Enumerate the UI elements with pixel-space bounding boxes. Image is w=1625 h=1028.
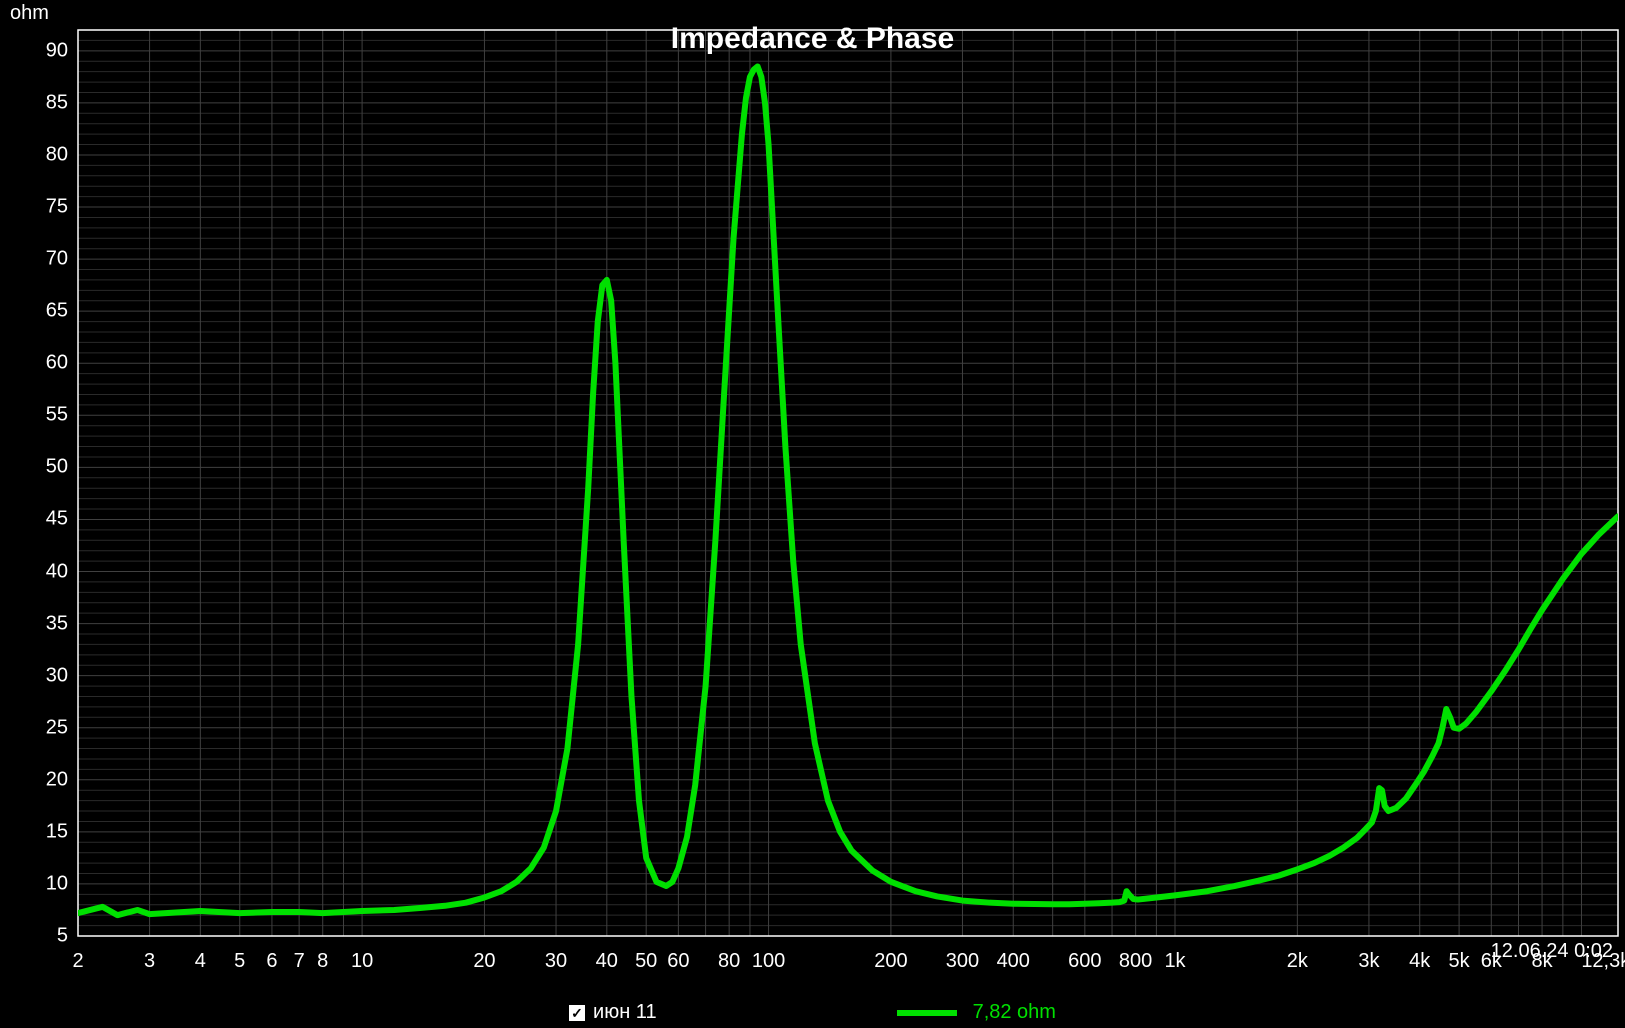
y-tick-label: 5 <box>57 925 68 948</box>
x-tick-label: 5 <box>234 950 245 973</box>
y-tick-label: 45 <box>46 508 68 531</box>
y-tick-label: 80 <box>46 143 68 166</box>
y-tick-label: 70 <box>46 248 68 271</box>
x-tick-label: 200 <box>874 950 907 973</box>
x-tick-label: 3k <box>1358 950 1379 973</box>
x-tick-label: 6 <box>266 950 277 973</box>
legend-series-toggle[interactable]: ✓ июн 11 <box>569 1001 657 1024</box>
legend-value: 7,82 ohm <box>897 1001 1056 1024</box>
x-tick-label: 400 <box>997 950 1030 973</box>
x-tick-label: 3 <box>144 950 155 973</box>
checkbox-icon: ✓ <box>569 1005 585 1021</box>
x-tick-label: 2 <box>72 950 83 973</box>
y-axis-unit: ohm <box>10 2 49 25</box>
y-tick-label: 40 <box>46 560 68 583</box>
x-tick-label: 600 <box>1068 950 1101 973</box>
x-tick-label: 40 <box>596 950 618 973</box>
legend: ✓ июн 11 7,82 ohm <box>0 1001 1625 1024</box>
x-tick-label: 7 <box>294 950 305 973</box>
y-tick-label: 55 <box>46 404 68 427</box>
chart-plot <box>0 0 1625 1028</box>
y-tick-label: 25 <box>46 716 68 739</box>
chart-title: Impedance & Phase <box>671 22 954 56</box>
x-tick-label: 60 <box>667 950 689 973</box>
x-tick-label: 30 <box>545 950 567 973</box>
y-tick-label: 20 <box>46 768 68 791</box>
legend-swatch <box>897 1010 957 1016</box>
x-tick-label: 80 <box>718 950 740 973</box>
x-tick-label: 4k <box>1409 950 1430 973</box>
y-tick-label: 85 <box>46 91 68 114</box>
y-tick-label: 65 <box>46 300 68 323</box>
y-tick-label: 75 <box>46 196 68 219</box>
timestamp-label: 12.06.24 0:02 <box>1491 940 1613 963</box>
x-tick-label: 20 <box>473 950 495 973</box>
x-tick-label: 300 <box>946 950 979 973</box>
x-tick-label: 1k <box>1164 950 1185 973</box>
x-tick-label: 100 <box>752 950 785 973</box>
x-tick-label: 800 <box>1119 950 1152 973</box>
x-tick-label: 8 <box>317 950 328 973</box>
legend-series-label: июн 11 <box>593 1001 657 1024</box>
y-tick-label: 30 <box>46 664 68 687</box>
y-tick-label: 50 <box>46 456 68 479</box>
y-tick-label: 15 <box>46 820 68 843</box>
x-tick-label: 2k <box>1287 950 1308 973</box>
y-tick-label: 35 <box>46 612 68 635</box>
x-tick-label: 4 <box>195 950 206 973</box>
legend-value-label: 7,82 ohm <box>973 1001 1056 1024</box>
x-tick-label: 5k <box>1449 950 1470 973</box>
x-tick-label: 50 <box>635 950 657 973</box>
x-tick-label: 10 <box>351 950 373 973</box>
y-tick-label: 10 <box>46 872 68 895</box>
chart-container: ohm Impedance & Phase 510152025303540455… <box>0 0 1625 1028</box>
y-tick-label: 90 <box>46 39 68 62</box>
y-tick-label: 60 <box>46 352 68 375</box>
